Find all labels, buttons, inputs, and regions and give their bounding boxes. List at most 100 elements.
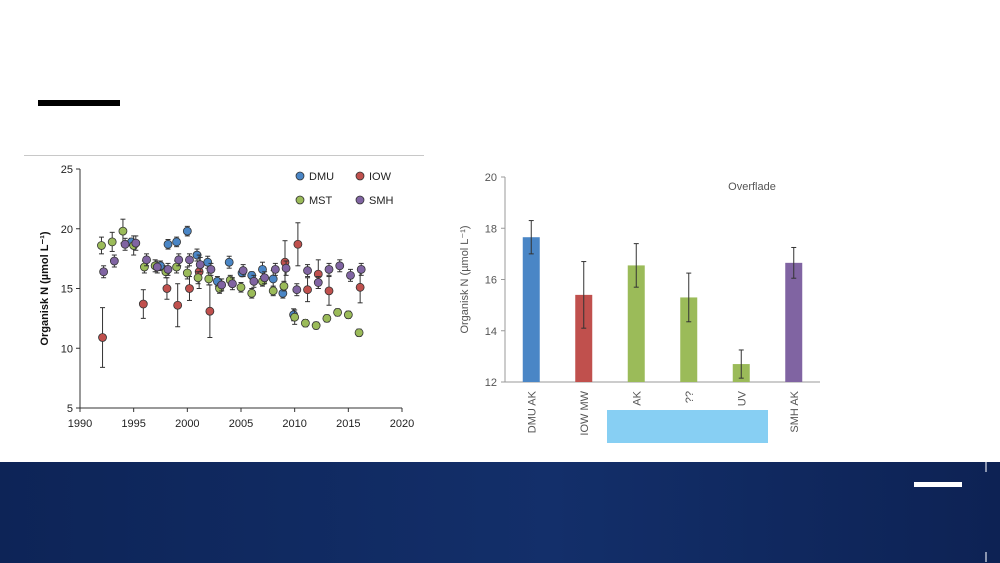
category-label: SMH AK bbox=[789, 390, 801, 432]
bar bbox=[627, 265, 645, 382]
x-tick-label: 2015 bbox=[336, 418, 360, 430]
data-point bbox=[236, 282, 246, 292]
scatter-chart: 5 10 15 20 25 1990 1995 2000 2005 2010 2015 2020 Org… bbox=[39, 164, 414, 430]
data-point bbox=[163, 264, 173, 274]
data-point bbox=[185, 284, 194, 293]
data-point bbox=[163, 239, 173, 249]
data-point bbox=[182, 226, 192, 236]
title-underline-bar bbox=[38, 100, 120, 106]
y-tick-label: 5 bbox=[67, 403, 73, 415]
divider-line bbox=[24, 155, 424, 156]
data-point bbox=[279, 281, 289, 291]
x-tick-label: 1995 bbox=[121, 418, 145, 430]
data-point bbox=[217, 280, 227, 290]
x-tick-label: 2000 bbox=[175, 418, 199, 430]
data-point bbox=[313, 278, 323, 287]
data-point bbox=[173, 300, 183, 310]
y-axis-label: Organisk N (µmol L⁻¹) bbox=[459, 225, 471, 333]
data-point bbox=[346, 270, 355, 280]
data-point bbox=[303, 266, 312, 275]
edge-mark-bottom bbox=[985, 552, 987, 562]
x-tick-label: 2005 bbox=[229, 418, 253, 430]
data-point bbox=[142, 255, 151, 265]
data-point bbox=[228, 279, 237, 289]
x-tick-label: 1990 bbox=[68, 418, 92, 430]
y-tick-label: 20 bbox=[61, 224, 73, 236]
data-point bbox=[355, 282, 365, 292]
data-point bbox=[292, 285, 302, 295]
data-point bbox=[138, 299, 148, 309]
legend-entry: DMU bbox=[309, 171, 334, 183]
data-point bbox=[303, 285, 312, 295]
data-point bbox=[204, 274, 214, 284]
bar bbox=[522, 237, 540, 382]
category-label: ?? bbox=[684, 391, 696, 403]
data-point bbox=[131, 238, 141, 248]
legend-marker bbox=[295, 171, 305, 181]
legend-entry: MST bbox=[309, 195, 333, 207]
data-point bbox=[224, 257, 234, 267]
y-axis-label: Organisk N (µmol L⁻¹) bbox=[39, 231, 51, 346]
data-point bbox=[333, 307, 343, 317]
data-point bbox=[206, 264, 216, 274]
legend-entry: IOW bbox=[369, 171, 392, 183]
data-point bbox=[354, 328, 364, 338]
y-tick-label: 10 bbox=[61, 343, 73, 355]
data-point bbox=[172, 237, 182, 247]
data-point bbox=[270, 264, 280, 274]
x-tick-label: 2020 bbox=[390, 418, 414, 430]
data-point bbox=[290, 312, 300, 322]
data-point bbox=[152, 262, 162, 272]
footer-band bbox=[0, 462, 1000, 563]
data-point bbox=[247, 288, 257, 298]
data-point bbox=[185, 255, 194, 265]
bar bbox=[680, 297, 698, 382]
data-point bbox=[172, 262, 182, 272]
data-point bbox=[249, 276, 259, 286]
bar bbox=[785, 262, 803, 382]
data-point bbox=[324, 286, 334, 296]
data-point bbox=[268, 274, 278, 284]
legend-marker bbox=[355, 195, 365, 205]
data-point bbox=[324, 264, 334, 274]
y-tick-label: 16 bbox=[485, 275, 497, 287]
data-point bbox=[120, 239, 130, 249]
data-point bbox=[335, 261, 345, 271]
data-point bbox=[238, 266, 248, 275]
data-point bbox=[281, 263, 291, 273]
data-point bbox=[293, 239, 303, 249]
label-cover-box bbox=[607, 410, 768, 443]
data-point bbox=[343, 310, 353, 320]
legend-marker bbox=[295, 195, 305, 205]
data-point bbox=[97, 241, 106, 250]
data-point bbox=[322, 313, 332, 323]
data-point bbox=[260, 273, 270, 283]
edge-mark-top bbox=[985, 462, 987, 472]
data-point bbox=[107, 237, 117, 247]
data-point bbox=[162, 284, 172, 293]
data-point bbox=[140, 262, 149, 272]
data-point bbox=[300, 318, 310, 328]
data-point bbox=[268, 286, 278, 296]
y-tick-label: 20 bbox=[485, 172, 497, 184]
bar bbox=[575, 294, 593, 382]
data-point bbox=[174, 255, 184, 265]
category-label: UV bbox=[736, 390, 748, 406]
data-point bbox=[118, 226, 128, 236]
data-point bbox=[311, 321, 321, 330]
category-label: DMU AK bbox=[526, 390, 538, 433]
y-tick-label: 18 bbox=[485, 223, 497, 235]
bar-chart: 12 14 16 18 20 Organisk N (µmol L⁻¹) Overflade… bbox=[459, 172, 820, 436]
legend-entry: SMH bbox=[369, 195, 394, 207]
category-label: AK bbox=[631, 390, 643, 405]
data-point bbox=[195, 260, 205, 269]
y-tick-label: 14 bbox=[485, 326, 497, 338]
footer-dash bbox=[914, 482, 962, 487]
y-tick-label: 12 bbox=[485, 377, 497, 389]
chart-title: Overflade bbox=[728, 181, 776, 193]
category-label: IOW MW bbox=[579, 390, 591, 435]
data-point bbox=[109, 256, 119, 266]
data-point bbox=[98, 333, 107, 342]
data-point bbox=[99, 267, 109, 277]
data-point bbox=[193, 273, 203, 283]
